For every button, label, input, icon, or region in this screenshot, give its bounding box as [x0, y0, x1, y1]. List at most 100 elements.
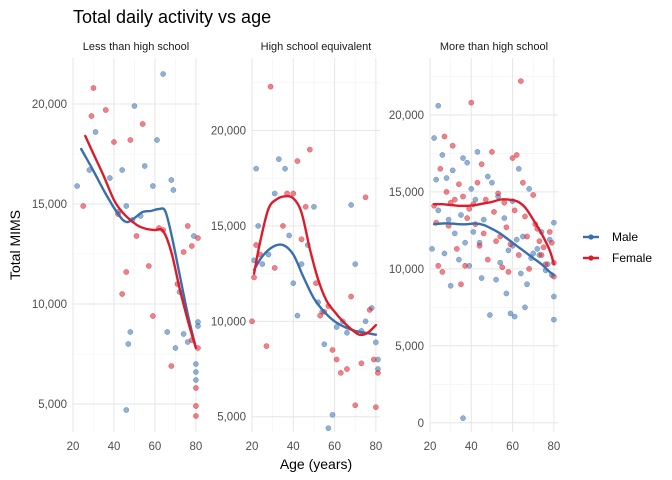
point-female: [484, 256, 491, 263]
y-tick-label: 10,000: [389, 264, 424, 276]
point-male: [489, 179, 495, 186]
point-female: [184, 223, 191, 229]
facet-panel-2: High school equivalent 20 40 60 80 5,000 10,00…: [211, 41, 382, 453]
point-female: [482, 196, 489, 203]
point-male: [526, 185, 532, 192]
point-male: [513, 236, 520, 243]
x-tick-label: 80: [369, 441, 382, 453]
point-female: [373, 404, 379, 411]
point-male: [294, 312, 301, 319]
point-male: [435, 207, 442, 214]
point-female: [344, 366, 350, 372]
facet-title: High school equivalent: [261, 41, 372, 53]
point-male: [125, 341, 132, 347]
point-female: [102, 107, 109, 113]
point-male: [107, 175, 113, 181]
point-male: [119, 167, 126, 173]
point-male: [472, 196, 479, 203]
point-male: [282, 165, 288, 172]
point-female: [271, 265, 278, 271]
trend-line-male: [432, 222, 556, 277]
point-male: [451, 230, 458, 237]
point-female: [480, 230, 487, 237]
point-male: [265, 251, 272, 258]
y-tick-label: 20,000: [389, 110, 424, 122]
point-male: [431, 135, 437, 141]
legend-point: [588, 255, 594, 261]
point-female: [462, 262, 468, 269]
point-female: [536, 238, 543, 245]
x-tick-label: 60: [149, 441, 162, 453]
chart-title: Total daily activity vs age: [73, 7, 271, 27]
legend-point: [588, 234, 594, 240]
point-female: [188, 243, 195, 249]
point-male: [515, 165, 522, 172]
point-female: [251, 274, 257, 281]
x-tick-label: 20: [246, 441, 259, 453]
point-female: [145, 263, 152, 269]
trend-line-female: [432, 198, 556, 266]
y-tick-label: 15,000: [389, 187, 424, 199]
point-female: [491, 209, 497, 215]
point-male: [464, 159, 471, 166]
point-female: [352, 402, 359, 409]
point-female: [267, 83, 274, 90]
point-female: [193, 413, 199, 419]
point-female: [437, 165, 444, 172]
point-female: [435, 262, 442, 269]
point-female: [489, 149, 495, 155]
point-female: [88, 113, 95, 119]
point-male: [123, 407, 130, 413]
point-female: [294, 158, 301, 164]
point-female: [505, 269, 512, 275]
point-male: [551, 293, 557, 300]
point-female: [495, 190, 501, 197]
legend-key-female: [583, 255, 599, 261]
point-female: [468, 99, 475, 106]
point-female: [515, 252, 522, 258]
point-female: [456, 181, 462, 188]
point-male: [154, 137, 160, 143]
legend-key-male: [583, 234, 599, 240]
point-male: [333, 324, 340, 330]
point-male: [484, 173, 491, 180]
facet-title: Less than high school: [83, 41, 189, 53]
x-tick-label: 80: [190, 441, 203, 453]
point-female: [302, 203, 309, 210]
x-tick-label: 20: [67, 441, 80, 453]
point-male: [321, 341, 328, 348]
point-female: [522, 213, 528, 220]
point-male: [503, 290, 510, 297]
x-tick-label: 40: [108, 441, 121, 453]
x-tick-label: 80: [547, 441, 560, 453]
facet-panels: Less than high school 20 40 60 80 5,000 10,000…: [32, 41, 560, 453]
point-male: [373, 339, 379, 346]
point-female: [513, 152, 520, 158]
point-male: [348, 202, 354, 208]
point-female: [263, 343, 270, 349]
point-male: [517, 270, 524, 277]
point-male: [447, 282, 454, 289]
point-male: [160, 71, 166, 77]
point-male: [497, 259, 504, 266]
point-male: [493, 276, 499, 283]
point-male: [168, 177, 175, 183]
point-female: [249, 318, 255, 325]
point-female: [150, 313, 156, 319]
point-male: [507, 310, 514, 317]
point-female: [195, 235, 201, 241]
point-female: [511, 207, 518, 214]
point-female: [458, 281, 464, 288]
facet-panel-1: Less than high school 20 40 60 80 5,000 10,000…: [32, 41, 202, 453]
point-female: [329, 347, 336, 353]
point-male: [329, 411, 336, 418]
point-male: [164, 329, 171, 335]
point-female: [127, 137, 134, 143]
trend-line-female: [84, 134, 198, 350]
y-tick-label: 5,000: [38, 399, 67, 411]
facet-title: More than high school: [440, 41, 548, 53]
point-male: [505, 247, 512, 254]
point-female: [499, 264, 506, 271]
point-female: [509, 155, 516, 161]
point-male: [290, 280, 297, 287]
